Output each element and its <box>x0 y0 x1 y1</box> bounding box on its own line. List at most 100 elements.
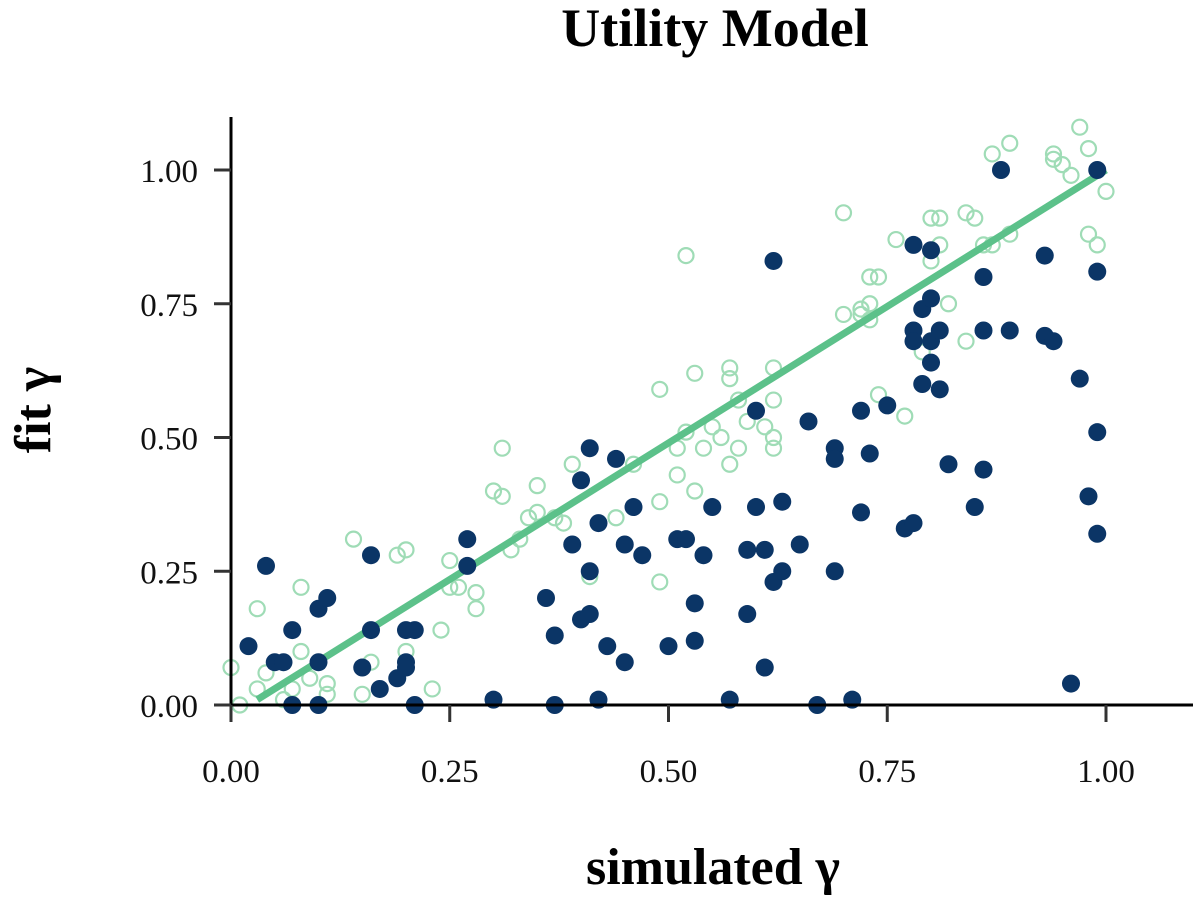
filled-point <box>747 498 765 517</box>
open-point <box>677 247 695 265</box>
open-point <box>887 230 905 249</box>
filled-point <box>1088 262 1107 281</box>
open-point <box>1044 145 1063 163</box>
open-point <box>467 600 485 618</box>
filled-point <box>405 621 424 640</box>
filled-point <box>589 514 608 533</box>
filled-point <box>922 289 940 308</box>
x-tick-label: 0.50 <box>640 754 698 790</box>
y-axis-label: fit γ <box>5 367 62 453</box>
open-point <box>729 439 748 457</box>
open-point <box>756 418 774 436</box>
filled-point <box>580 562 599 581</box>
filled-point <box>974 268 993 286</box>
open-point <box>432 621 450 639</box>
filled-point <box>747 401 765 420</box>
open-point <box>519 509 538 527</box>
open-point <box>484 482 503 500</box>
open-point <box>353 685 371 703</box>
y-axis-ticks: 0.00 0.25 0.50 0.75 1.00 <box>140 154 231 725</box>
chart-title: Utility Model <box>561 0 868 58</box>
filled-point <box>1088 423 1107 442</box>
open-point <box>869 386 888 404</box>
filled-point <box>930 380 949 399</box>
y-tick-label: 0.25 <box>140 555 198 591</box>
filled-point <box>580 605 599 624</box>
open-point <box>528 477 546 495</box>
filled-points-series <box>239 161 1107 714</box>
open-point <box>388 546 406 564</box>
open-point <box>869 268 888 286</box>
open-point <box>738 412 756 431</box>
filled-point <box>974 460 993 479</box>
filled-point <box>1079 487 1098 506</box>
open-point <box>686 482 704 500</box>
open-point <box>248 600 266 618</box>
y-tick-label: 0.75 <box>140 288 198 324</box>
open-point <box>861 295 879 313</box>
open-point <box>467 584 485 602</box>
filled-point <box>922 353 940 372</box>
filled-point <box>764 251 783 270</box>
filled-point <box>624 498 643 517</box>
open-point <box>292 642 310 661</box>
open-point <box>423 680 441 698</box>
open-point <box>694 439 713 457</box>
open-point <box>939 295 958 313</box>
open-point <box>449 578 468 596</box>
open-point <box>721 370 739 388</box>
filled-point <box>362 546 380 565</box>
filled-point <box>930 321 949 340</box>
open-point <box>493 487 511 505</box>
filled-point <box>790 535 809 554</box>
filled-point <box>1044 332 1063 351</box>
filled-point <box>580 439 599 458</box>
filled-point <box>738 605 757 624</box>
open-point <box>257 664 275 682</box>
open-point <box>852 300 870 318</box>
filled-point <box>904 235 923 254</box>
filled-point <box>458 530 477 549</box>
filled-point <box>825 562 844 581</box>
filled-point <box>362 621 380 640</box>
open-point <box>1097 182 1115 200</box>
y-tick-label: 1.00 <box>140 154 198 190</box>
open-point <box>1053 156 1071 174</box>
filled-point <box>773 562 792 581</box>
open-point <box>1062 166 1080 184</box>
filled-point <box>633 546 652 565</box>
open-point <box>721 359 739 377</box>
open-point <box>1001 134 1019 152</box>
filled-point <box>852 401 870 420</box>
filled-point <box>239 637 258 656</box>
open-point <box>931 209 949 227</box>
filled-point <box>799 412 818 431</box>
open-point <box>712 428 730 447</box>
open-point <box>913 343 931 361</box>
filled-point <box>659 637 678 656</box>
filled-point <box>598 637 617 656</box>
filled-point <box>1035 246 1054 265</box>
y-tick-label: 0.00 <box>140 689 198 725</box>
open-point <box>764 391 783 409</box>
filled-point <box>703 498 722 517</box>
filled-point <box>825 449 844 468</box>
filled-point <box>257 556 275 575</box>
open-point <box>966 209 984 227</box>
open-point <box>651 493 669 511</box>
filled-point <box>738 540 757 559</box>
x-axis-ticks: 0.00 0.25 0.50 0.75 1.00 <box>202 705 1135 790</box>
filled-point <box>1088 161 1107 179</box>
open-point <box>441 551 459 570</box>
filled-point <box>755 658 774 677</box>
open-point <box>834 305 853 324</box>
filled-point <box>283 621 302 640</box>
open-point <box>721 455 739 473</box>
filled-point <box>852 503 870 522</box>
filled-point <box>397 658 415 677</box>
filled-point <box>755 540 774 559</box>
open-points-series <box>222 118 1115 714</box>
open-point <box>344 530 363 548</box>
filled-point <box>685 594 704 613</box>
